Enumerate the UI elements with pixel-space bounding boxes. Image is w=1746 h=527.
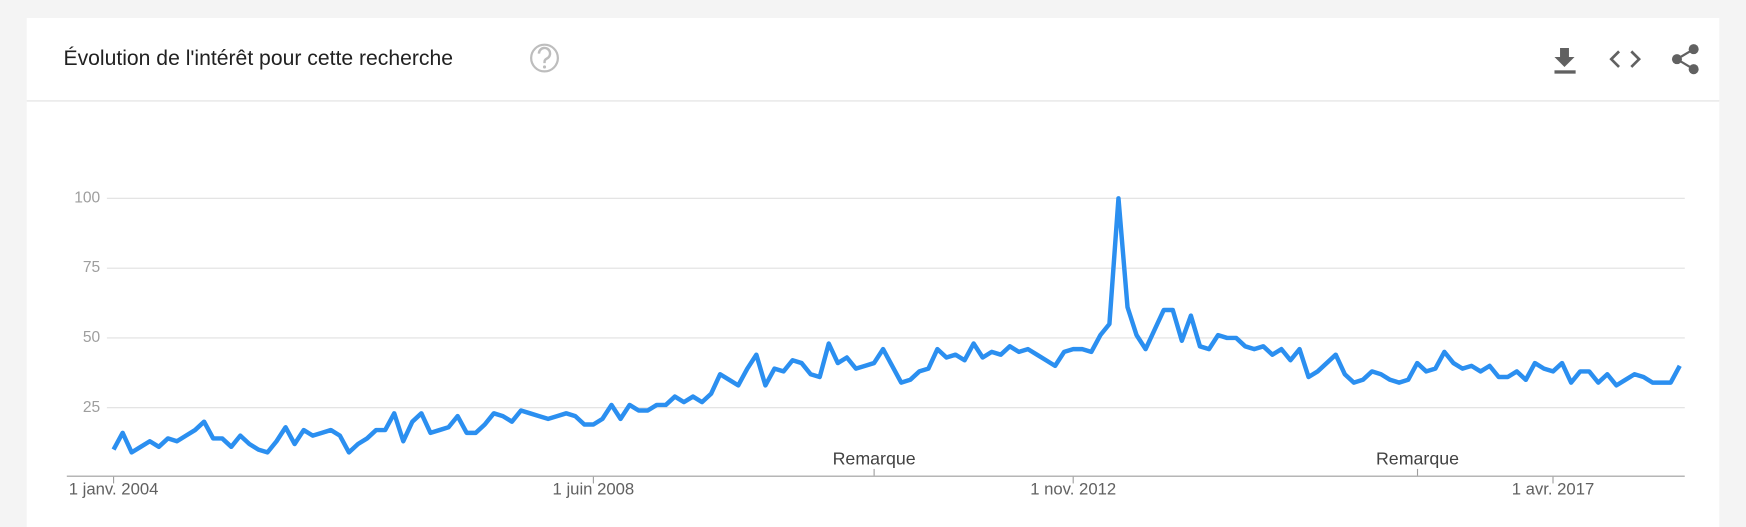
trend-line [111, 196, 1682, 455]
annotation[interactable]: Remarque [1376, 449, 1459, 469]
y-tick-label: 75 [83, 259, 101, 276]
x-tick-label: 1 janv. 2004 [69, 480, 159, 499]
card-title: Évolution de l'intérêt pour cette recher… [63, 45, 453, 70]
y-tick-label: 25 [83, 399, 101, 416]
x-tick-label: 1 juin 2008 [553, 480, 635, 499]
embed-icon[interactable] [1609, 50, 1641, 68]
download-icon[interactable] [1554, 48, 1576, 74]
x-tick-label: 1 avr. 2017 [1512, 480, 1595, 499]
share-icon[interactable] [1671, 44, 1699, 75]
help-icon[interactable] [530, 43, 559, 73]
y-tick-label: 100 [74, 189, 100, 206]
y-tick-label: 50 [83, 329, 101, 346]
annotation[interactable]: Remarque [833, 449, 916, 469]
card [26, 17, 1720, 527]
x-tick-label: 1 nov. 2012 [1030, 480, 1116, 499]
